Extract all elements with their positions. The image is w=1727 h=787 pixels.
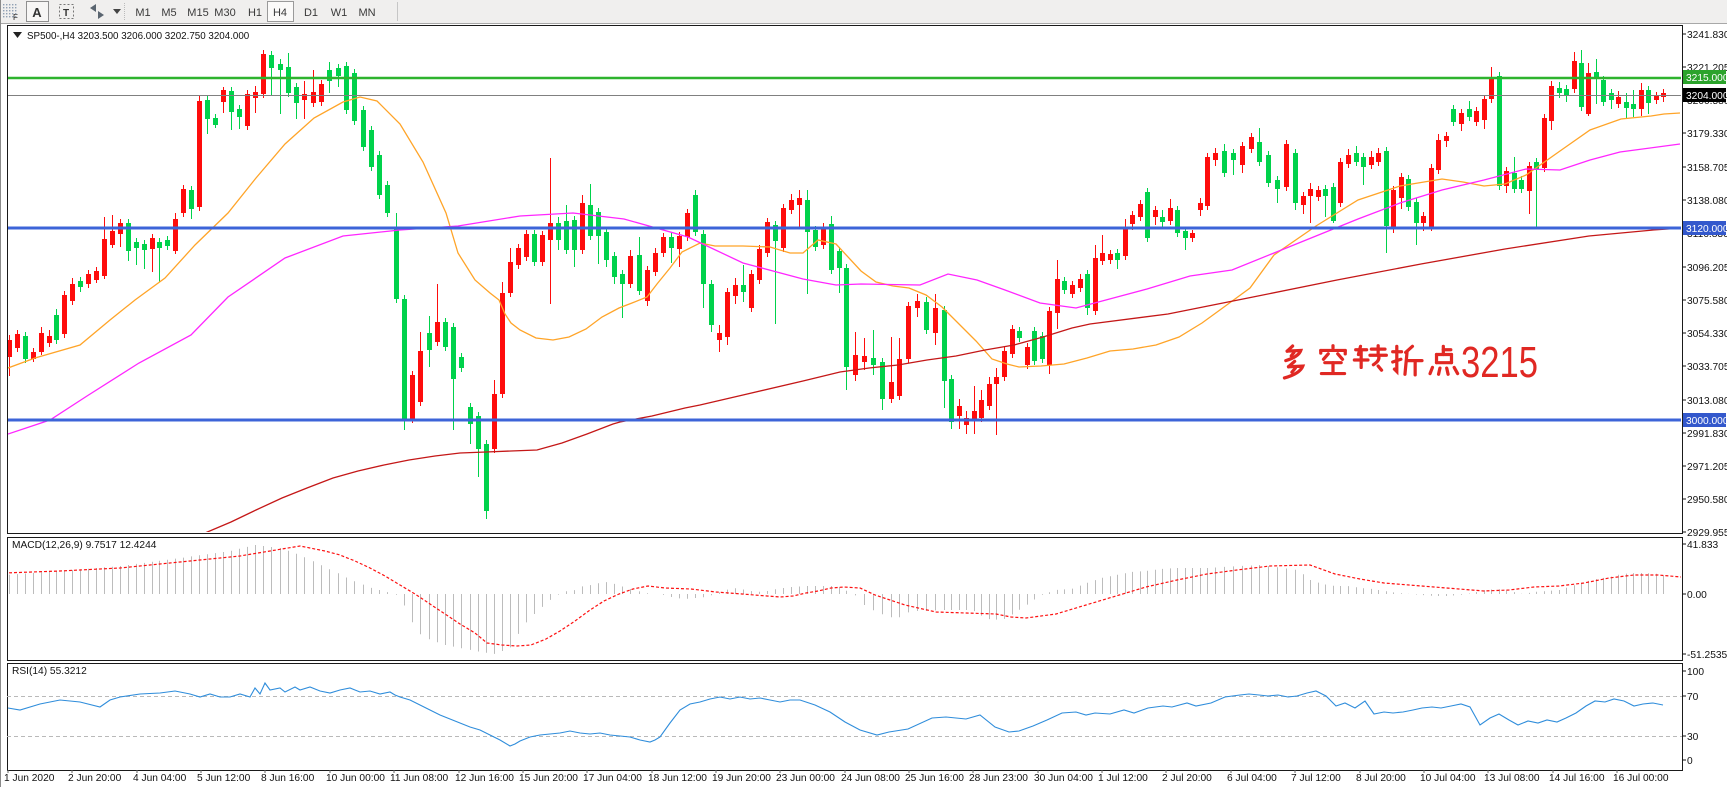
svg-text:3120.000: 3120.000 — [1686, 224, 1727, 235]
svg-text:17 Jun 04:00: 17 Jun 04:00 — [583, 773, 642, 784]
svg-text:16 Jul 00:00: 16 Jul 00:00 — [1613, 773, 1669, 784]
svg-text:8 Jun 16:00: 8 Jun 16:00 — [261, 773, 315, 784]
svg-text:SP500-,H4 3203.500 3206.000 3: SP500-,H4 3203.500 3206.000 3202.750 320… — [27, 31, 250, 42]
svg-text:28 Jun 23:00: 28 Jun 23:00 — [969, 773, 1028, 784]
svg-text:M5: M5 — [161, 7, 176, 19]
svg-text:30 Jun 04:00: 30 Jun 04:00 — [1034, 773, 1093, 784]
svg-text:14 Jul 16:00: 14 Jul 16:00 — [1549, 773, 1605, 784]
svg-text:100: 100 — [1687, 667, 1704, 678]
svg-text:3075.580: 3075.580 — [1687, 296, 1727, 307]
svg-text:18 Jun 12:00: 18 Jun 12:00 — [648, 773, 707, 784]
svg-text:3158.705: 3158.705 — [1687, 163, 1727, 174]
svg-text:3013.080: 3013.080 — [1687, 396, 1727, 407]
svg-text:8 Jul 20:00: 8 Jul 20:00 — [1356, 773, 1406, 784]
svg-text:23 Jun 00:00: 23 Jun 00:00 — [776, 773, 835, 784]
svg-text:24 Jun 08:00: 24 Jun 08:00 — [841, 773, 900, 784]
svg-text:0: 0 — [1687, 756, 1693, 767]
svg-text:M30: M30 — [214, 7, 235, 19]
svg-text:3241.830: 3241.830 — [1687, 30, 1727, 41]
svg-text:H4: H4 — [273, 7, 287, 19]
svg-text:MACD(12,26,9) 9.7517 12.4244: MACD(12,26,9) 9.7517 12.4244 — [12, 540, 157, 551]
svg-text:3138.080: 3138.080 — [1687, 196, 1727, 207]
svg-text:10 Jun 00:00: 10 Jun 00:00 — [326, 773, 385, 784]
svg-text:70: 70 — [1687, 692, 1699, 703]
svg-text:M15: M15 — [187, 7, 208, 19]
svg-text:15 Jun 20:00: 15 Jun 20:00 — [519, 773, 578, 784]
svg-text:3054.330: 3054.330 — [1687, 329, 1727, 340]
svg-text:2950.580: 2950.580 — [1687, 495, 1727, 506]
svg-text:M1: M1 — [135, 7, 150, 19]
svg-text:T: T — [63, 8, 69, 19]
svg-text:D1: D1 — [304, 7, 318, 19]
svg-text:3000.000: 3000.000 — [1686, 416, 1727, 427]
svg-text:4 Jun 04:00: 4 Jun 04:00 — [133, 773, 187, 784]
svg-text:6 Jul 04:00: 6 Jul 04:00 — [1227, 773, 1277, 784]
svg-text:3215.000: 3215.000 — [1686, 73, 1727, 84]
svg-text:-51.2535: -51.2535 — [1687, 650, 1727, 661]
svg-text:3221.205: 3221.205 — [1687, 63, 1727, 74]
svg-text:3204.000: 3204.000 — [1686, 91, 1727, 102]
svg-text:2929.955: 2929.955 — [1687, 528, 1727, 539]
svg-text:MN: MN — [358, 7, 375, 19]
svg-text:3215: 3215 — [1461, 339, 1538, 387]
svg-text:2 Jun 20:00: 2 Jun 20:00 — [68, 773, 122, 784]
svg-text:H1: H1 — [248, 7, 262, 19]
svg-text:A: A — [32, 5, 42, 20]
svg-text:3096.205: 3096.205 — [1687, 263, 1727, 274]
svg-text:2 Jul 20:00: 2 Jul 20:00 — [1162, 773, 1212, 784]
svg-text:2971.205: 2971.205 — [1687, 462, 1727, 473]
svg-text:1 Jul 12:00: 1 Jul 12:00 — [1098, 773, 1148, 784]
svg-text:11 Jun 08:00: 11 Jun 08:00 — [390, 773, 448, 784]
svg-text:7 Jul 12:00: 7 Jul 12:00 — [1291, 773, 1341, 784]
svg-text:RSI(14) 55.3212: RSI(14) 55.3212 — [12, 666, 87, 677]
svg-text:3179.330: 3179.330 — [1687, 129, 1727, 140]
svg-text:0.00: 0.00 — [1687, 590, 1707, 601]
svg-text:2991.830: 2991.830 — [1687, 429, 1727, 440]
svg-text:30: 30 — [1687, 732, 1699, 743]
svg-text:41.833: 41.833 — [1687, 540, 1718, 551]
svg-text:3033.705: 3033.705 — [1687, 362, 1727, 373]
svg-text:10 Jul 04:00: 10 Jul 04:00 — [1420, 773, 1476, 784]
svg-text:5 Jun 12:00: 5 Jun 12:00 — [197, 773, 251, 784]
svg-text:13 Jul 08:00: 13 Jul 08:00 — [1484, 773, 1540, 784]
svg-text:F: F — [13, 13, 18, 22]
svg-text:W1: W1 — [331, 7, 348, 19]
svg-text:19 Jun 20:00: 19 Jun 20:00 — [712, 773, 771, 784]
svg-text:1 Jun 2020: 1 Jun 2020 — [4, 773, 55, 784]
svg-text:25 Jun 16:00: 25 Jun 16:00 — [905, 773, 964, 784]
svg-text:12 Jun 16:00: 12 Jun 16:00 — [455, 773, 514, 784]
